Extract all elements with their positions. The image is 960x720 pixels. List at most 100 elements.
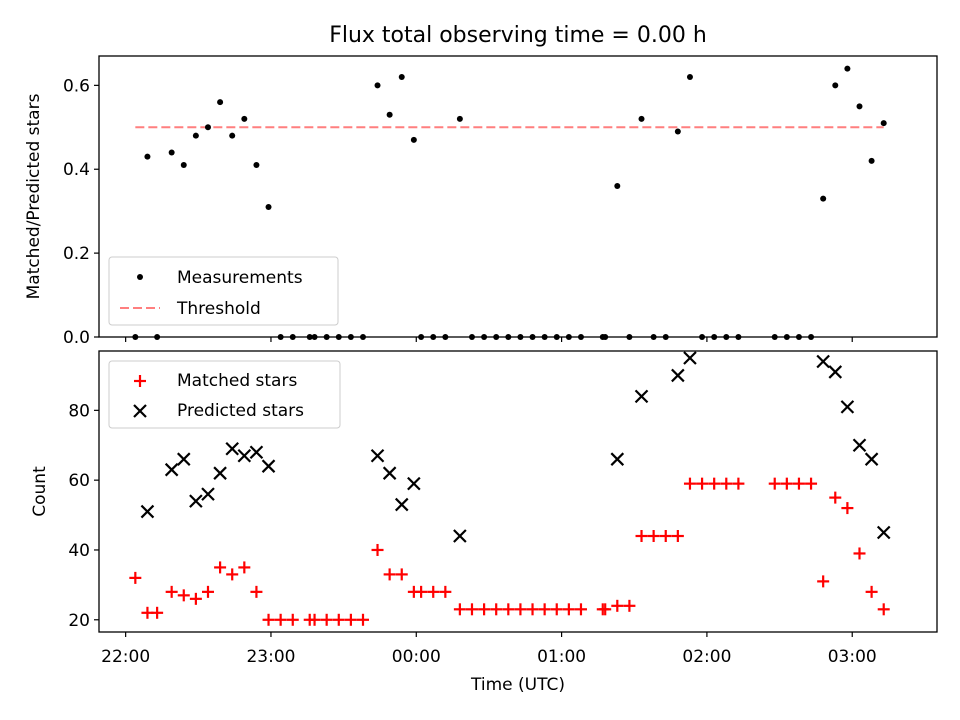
matched-point-22 — [395, 568, 408, 581]
matched-point-4 — [177, 589, 190, 602]
predicted-point-18-b — [683, 351, 697, 365]
predicted-point-0-b — [140, 504, 155, 519]
matched-point-51 — [768, 477, 781, 490]
matched-point-40 — [611, 599, 624, 612]
ratio-panel: 0.0 0.2 0.4 0.6 Matched/Predicted stars Measu… — [24, 55, 938, 348]
matched-point-2 — [151, 606, 164, 619]
predicted-point-15-b — [610, 452, 625, 466]
matched-point-21 — [383, 568, 396, 581]
predicted-point-8 — [249, 445, 264, 460]
measurement-point-60 — [880, 120, 887, 127]
measurement-point-46 — [686, 73, 693, 80]
measurement-point-23 — [410, 136, 417, 143]
matched-point-37 — [574, 603, 587, 616]
matched-point-52 — [780, 477, 793, 490]
matched-point-55 — [817, 575, 830, 588]
predicted-point-20-b — [828, 365, 843, 379]
matched-point-24 — [415, 585, 428, 598]
measurement-point-57 — [844, 65, 851, 72]
count-ytick-label-2: 60 — [68, 471, 90, 491]
measurement-point-3 — [168, 149, 175, 156]
measurement-point-42 — [638, 115, 645, 122]
predicted-point-16 — [634, 389, 649, 404]
predicted-point-7-b — [237, 448, 252, 463]
legend-measurements-marker — [137, 274, 143, 280]
count-xtick-label-3: 01:00 — [537, 647, 586, 667]
predicted-point-6-b — [225, 441, 239, 456]
count-xtick-label-5: 03:00 — [828, 647, 877, 667]
matched-point-25 — [427, 585, 440, 598]
matched-point-58 — [853, 547, 866, 560]
predicted-point-1-b — [164, 462, 179, 477]
predicted-point-11 — [382, 466, 397, 480]
predicted-point-10-b — [370, 448, 385, 463]
legend-measurements-label: Measurements — [177, 268, 303, 288]
matched-point-0 — [129, 571, 142, 584]
matched-point-39 — [599, 603, 612, 616]
measurement-point-6 — [204, 124, 211, 131]
predicted-point-5 — [213, 466, 227, 480]
count-legend-box — [108, 360, 341, 429]
predicted-point-3 — [189, 494, 203, 508]
predicted-point-4-b — [201, 487, 215, 501]
measurement-point-55 — [820, 195, 827, 202]
count-ytick-label-1: 40 — [68, 541, 90, 561]
predicted-point-16-b — [634, 389, 649, 404]
measurement-point-5 — [192, 132, 199, 139]
predicted-point-4 — [201, 487, 215, 501]
ratio-ytick-label-3: 0.6 — [63, 76, 90, 96]
predicted-point-14 — [453, 529, 467, 543]
measurement-point-8 — [229, 132, 236, 139]
predicted-point-24 — [876, 525, 891, 540]
matched-point-11 — [262, 613, 275, 626]
count-axes-frame — [98, 350, 938, 633]
legend-matched-label: Matched stars — [177, 371, 297, 391]
predicted-point-12 — [394, 497, 409, 512]
predicted-point-12-b — [394, 497, 409, 512]
count-xtick-label-2: 00:00 — [392, 647, 441, 667]
matched-point-35 — [550, 603, 563, 616]
count-ytick-label-3: 80 — [68, 401, 90, 421]
predicted-point-2-b — [176, 452, 191, 466]
matched-point-57 — [841, 502, 854, 515]
predicted-point-10 — [370, 448, 385, 463]
count-xtick-label-0: 22:00 — [101, 647, 150, 667]
measurement-point-20 — [374, 82, 381, 89]
matched-point-33 — [526, 603, 539, 616]
predicted-point-23 — [864, 452, 879, 466]
legend-predicted-label: Predicted stars — [177, 401, 304, 421]
count-xlabel: Time (UTC) — [470, 675, 565, 695]
matched-point-54 — [805, 477, 818, 490]
measurement-point-21 — [386, 111, 393, 118]
predicted-point-19 — [816, 354, 830, 369]
predicted-point-19-b — [816, 354, 830, 369]
predicted-point-18 — [683, 351, 697, 365]
matched-point-30 — [490, 603, 503, 616]
measurement-point-56 — [832, 82, 839, 89]
matched-point-43 — [647, 530, 660, 543]
predicted-point-24-b — [876, 525, 891, 540]
predicted-point-1 — [164, 462, 179, 477]
predicted-point-3-b — [189, 494, 203, 508]
predicted-point-9 — [261, 459, 276, 473]
measurement-point-4 — [180, 162, 187, 169]
measurement-point-58 — [856, 103, 863, 110]
measurement-point-9 — [241, 115, 248, 122]
predicted-point-20 — [828, 365, 843, 379]
ratio-ytick-label-0: 0.0 — [63, 328, 90, 348]
predicted-point-13-b — [407, 476, 421, 491]
predicted-point-21 — [840, 400, 855, 414]
measurement-point-1 — [144, 153, 151, 160]
count-legend: Matched stars Predicted stars — [108, 360, 341, 429]
matched-point-59 — [865, 585, 878, 598]
matched-point-9 — [238, 561, 251, 574]
matched-point-12 — [274, 613, 287, 626]
legend-threshold-label: Threshold — [176, 299, 261, 319]
matched-point-13 — [286, 613, 299, 626]
matched-point-31 — [502, 603, 515, 616]
ratio-ylabel: Matched/Predicted stars — [24, 93, 44, 299]
predicted-point-17 — [671, 368, 685, 383]
ratio-ytick-label-2: 0.4 — [63, 160, 90, 180]
count-ytick-label-0: 20 — [68, 611, 90, 631]
